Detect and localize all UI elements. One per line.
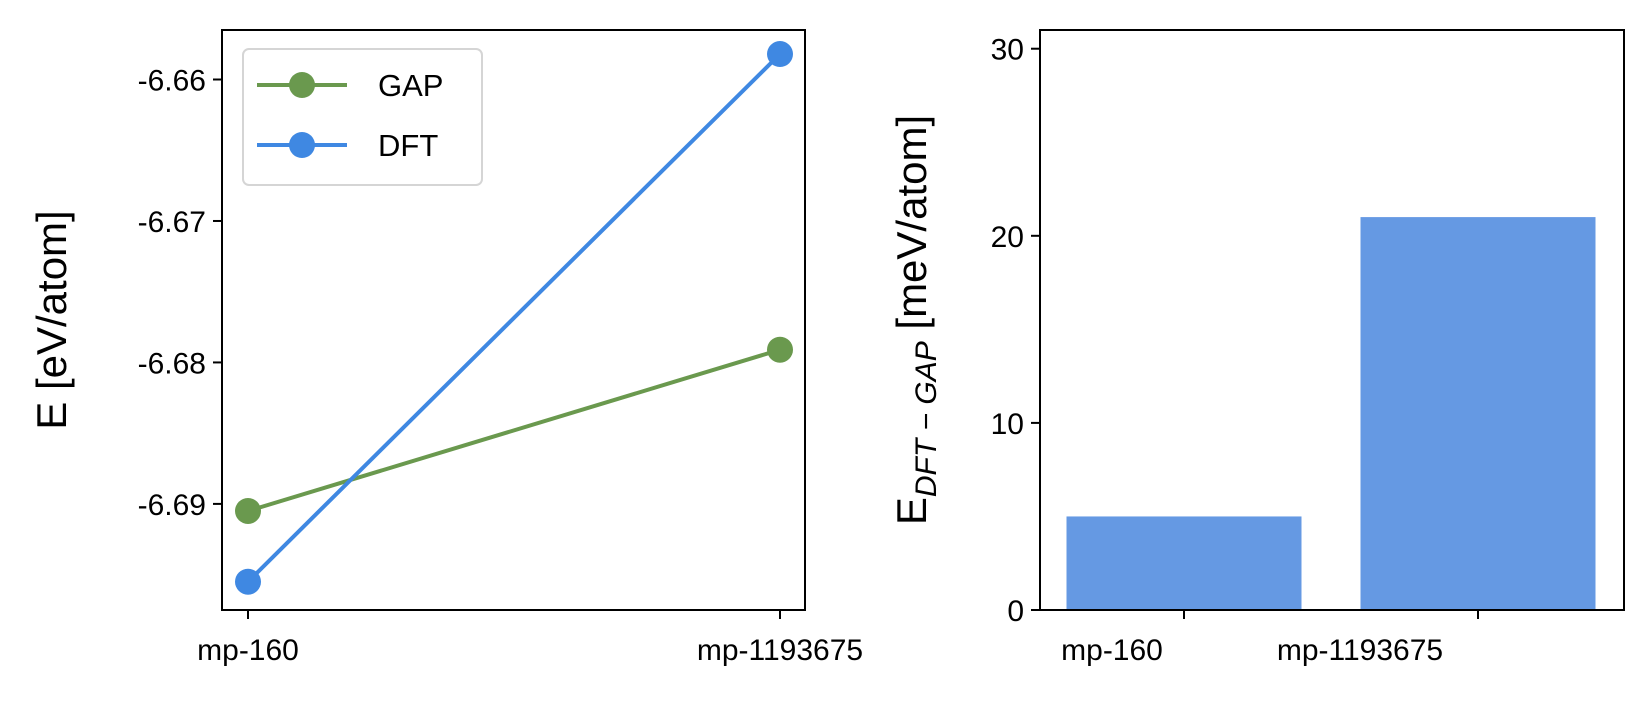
right-x-tick-label: mp-1193675 [1277, 634, 1443, 667]
data-point-dft [767, 41, 793, 68]
left-plot-frame [221, 29, 806, 611]
right-y-tick-label: 10 [991, 408, 1024, 441]
right-y-axis: 0 10 20 30 [991, 34, 1040, 628]
left-x-tick-label: mp-1193675 [697, 634, 863, 667]
series-line-dft [246, 52, 782, 584]
left-x-tick-label: mp-160 [197, 634, 299, 667]
right-x-tick-label: mp-160 [1061, 634, 1163, 667]
data-point-gap [235, 497, 261, 524]
legend-gap-marker [289, 72, 315, 98]
left-y-tick-label: -6.69 [138, 489, 206, 522]
right-y-label-subscript: DFT − GAP [910, 341, 943, 497]
left-series-group [235, 41, 793, 595]
legend-gap-label: GAP [378, 68, 443, 103]
energy-line-chart: -6.66 -6.67 -6.68 -6.69 mp-160 mp-1193675 E … [28, 29, 863, 667]
left-x-axis: mp-160 mp-1193675 [197, 610, 863, 667]
legend: GAP DFT [242, 48, 483, 186]
left-y-axis-label: E [eV/atom] [28, 210, 75, 429]
bar-mp-160 [1066, 516, 1302, 610]
bar-mp-1193675 [1360, 217, 1596, 610]
legend-dft-marker [289, 132, 315, 158]
left-y-tick-label: -6.66 [138, 65, 206, 98]
legend-dft-label: DFT [378, 128, 438, 163]
left-y-tick-label: -6.68 [138, 347, 206, 380]
data-point-gap [767, 336, 793, 363]
data-point-dft [235, 568, 261, 595]
right-x-axis: mp-160 mp-1193675 [1061, 610, 1479, 667]
right-y-tick-label: 20 [991, 221, 1024, 254]
right-y-axis-label: EDFT − GAP [meV/atom] [888, 115, 943, 525]
right-y-label-main: E [888, 497, 935, 525]
right-y-tick-label: 30 [991, 34, 1024, 67]
right-y-tick-label: 0 [1007, 595, 1024, 628]
legend-entry-gap: GAP [257, 68, 443, 103]
series-line-gap [247, 347, 781, 513]
right-bars-group [1066, 217, 1596, 610]
legend-box [242, 48, 483, 186]
left-y-tick-label: -6.67 [138, 206, 206, 239]
legend-entry-dft: DFT [257, 128, 438, 163]
left-y-axis: -6.66 -6.67 -6.68 -6.69 [138, 65, 222, 522]
right-plot-frame [1039, 29, 1625, 611]
right-y-label-unit: [meV/atom] [888, 115, 935, 341]
energy-difference-bar-chart: 0 10 20 30 mp-160 mp-1193675 EDFT − GAP [meV… [888, 29, 1625, 667]
